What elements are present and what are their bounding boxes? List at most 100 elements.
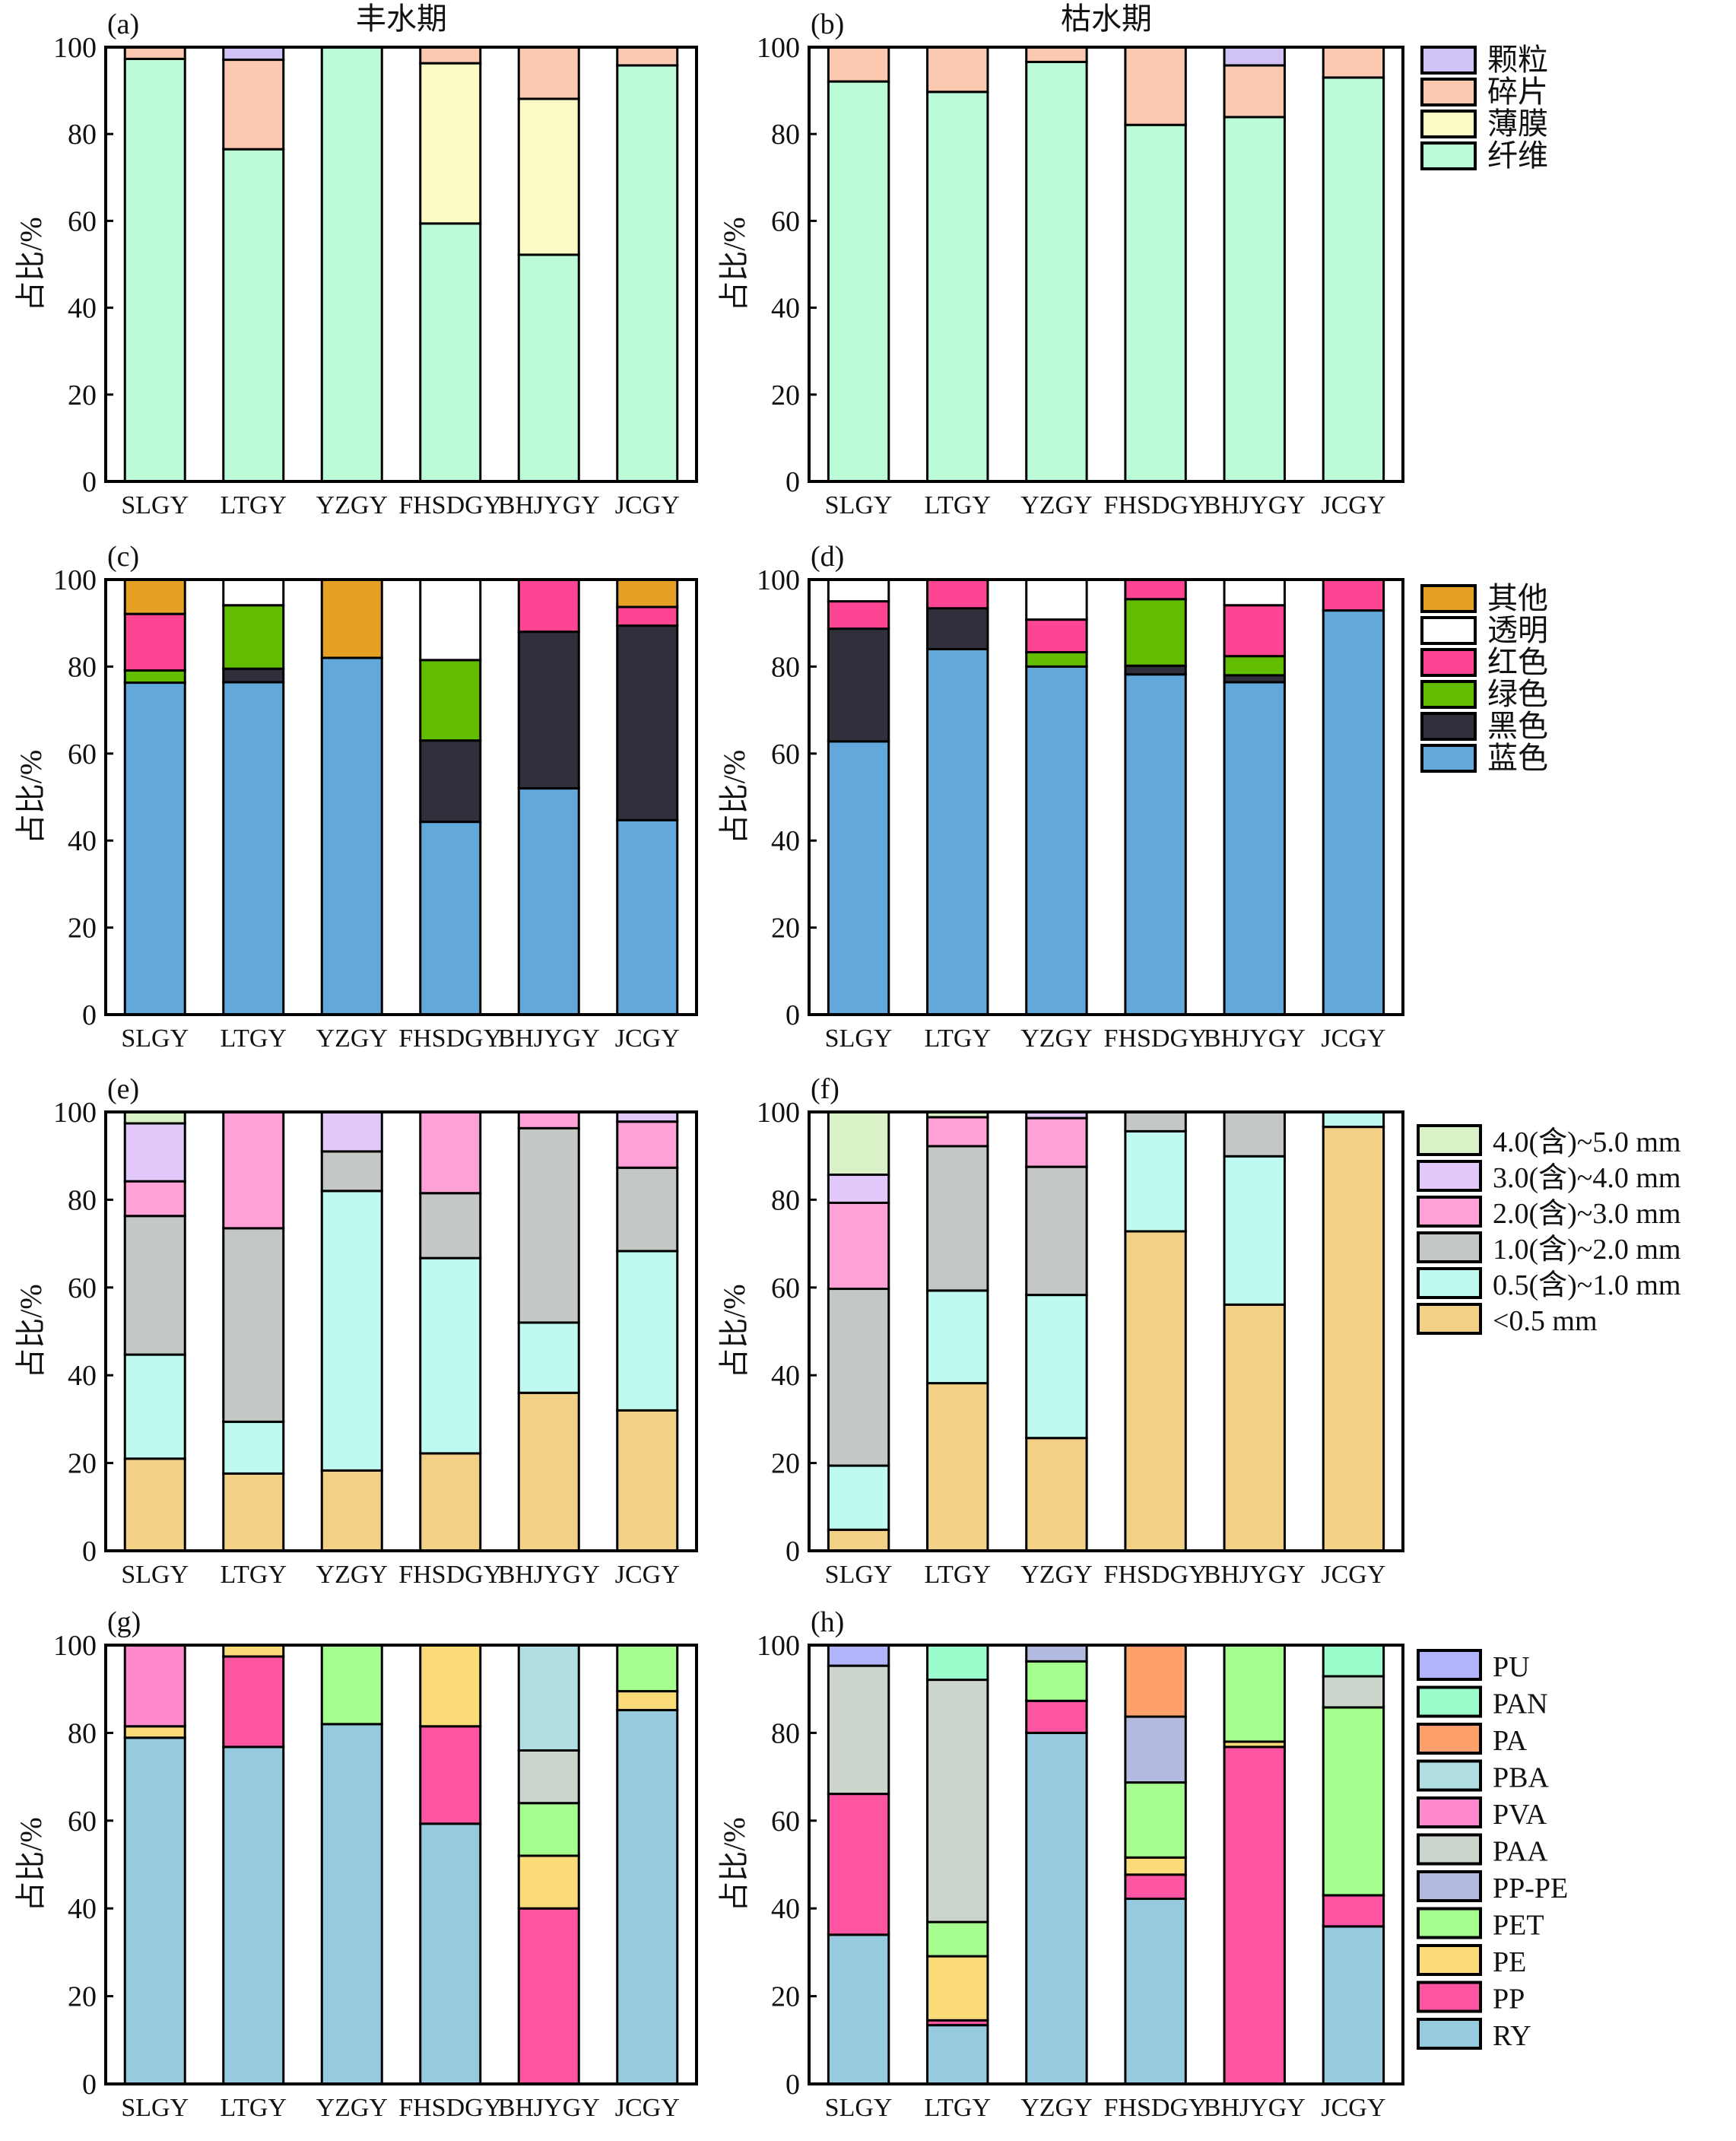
x-tick-label: SLGY [825, 1561, 893, 1589]
bar-segment [1025, 665, 1088, 1016]
legend-label: 红色 [1487, 645, 1548, 679]
x-tick-label: FHSDGY [398, 1561, 502, 1589]
legend-item: PBA [1417, 1759, 1549, 1794]
bar-segment [1124, 673, 1187, 1016]
x-tick-label: FHSDGY [1104, 1024, 1208, 1053]
bar-segment [827, 627, 890, 743]
legend-label: PET [1493, 1910, 1544, 1942]
bar-segment [616, 1166, 679, 1253]
bar-segment [1223, 1110, 1286, 1158]
legend-polymer: PU PAN PA PBA PVA PAA PP-PE PET PE PP RY [1417, 1649, 1568, 2052]
bar-segment [123, 1353, 186, 1460]
bar-segment [1322, 1925, 1385, 2085]
bar-segment [222, 1644, 285, 1658]
x-tick-label: FHSDGY [1104, 2094, 1208, 2122]
legend-label: 2.0(含)~3.0 mm [1493, 1198, 1680, 1230]
bar-segment [926, 1679, 989, 1923]
y-tick-label: 80 [771, 1717, 800, 1749]
bar-segment [320, 1190, 383, 1472]
bar-segment [419, 222, 482, 483]
bar-segment [1025, 1660, 1088, 1702]
x-tick-label: LTGY [220, 1024, 287, 1053]
legend-item: 2.0(含)~3.0 mm [1417, 1196, 1680, 1230]
bar-segment [1322, 1894, 1385, 1928]
y-tick-label: 20 [771, 913, 800, 945]
legend-swatch [1417, 1160, 1482, 1192]
bar-segment [1025, 1644, 1088, 1663]
y-tick-label: 100 [757, 1097, 800, 1129]
bar-segment [123, 57, 186, 483]
legend-label: PP-PE [1493, 1873, 1568, 1904]
bar-segment [1124, 1898, 1187, 2085]
y-tick-label: 100 [53, 32, 97, 64]
legend-label: 碎片 [1487, 75, 1548, 109]
x-tick-label: BHJYGY [1204, 1024, 1306, 1053]
x-tick-label: LTGY [924, 1024, 991, 1053]
bar-segment [1025, 1294, 1088, 1440]
bar-segment [827, 80, 890, 483]
bar-segment [1025, 1699, 1088, 1734]
y-axis-label: 占比/% [14, 1817, 48, 1911]
bar-segment [517, 97, 580, 256]
panel-label: (e) [107, 1073, 139, 1105]
bar-segment [123, 1122, 186, 1183]
legend-swatch [1417, 1759, 1482, 1792]
bar-segment [517, 1802, 580, 1857]
legend-label: PAA [1493, 1836, 1548, 1868]
legend-label: 颗粒 [1487, 43, 1548, 77]
y-tick-label: 80 [68, 1717, 97, 1749]
panel-label: (f) [811, 1073, 839, 1105]
bar-segment [1025, 1437, 1088, 1552]
bar-segment [616, 818, 679, 1016]
y-tick-label: 100 [757, 1630, 800, 1662]
bar-segment [419, 1256, 482, 1455]
y-tick-label: 0 [82, 1536, 97, 1568]
bar-segment [1322, 609, 1385, 1016]
legend-swatch [1420, 110, 1477, 138]
bar-segment [1124, 1873, 1187, 1901]
panel-label: (a) [107, 8, 139, 40]
bar-segment [1124, 598, 1187, 667]
y-tick-label: 0 [785, 2069, 800, 2101]
bar-segment [1223, 46, 1286, 67]
legend-swatch [1420, 744, 1477, 773]
bar-segment [1223, 655, 1286, 677]
legend-item: 透明 [1420, 613, 1548, 647]
bar-segment [926, 1116, 989, 1148]
legend-label: PP [1493, 1984, 1525, 2016]
x-tick-label: LTGY [924, 2094, 991, 2122]
bar-segment [517, 1110, 580, 1129]
x-tick-label: SLGY [825, 2094, 893, 2122]
legend-swatch [1417, 1723, 1482, 1755]
bar-segment [1025, 578, 1088, 621]
bar-segment [1322, 46, 1385, 79]
plot-frame [104, 46, 698, 483]
bar-segment [1223, 1644, 1286, 1743]
y-tick-label: 60 [771, 1806, 800, 1838]
x-tick-label: SLGY [121, 1024, 189, 1053]
bar-segment [1025, 1731, 1088, 2085]
bar-segment [1223, 1746, 1286, 2085]
bar-segment [1322, 1644, 1385, 1678]
y-axis-label: 占比/% [14, 750, 48, 844]
bar-segment [320, 1723, 383, 2085]
y-axis-label: 占比/% [717, 750, 751, 844]
bar-segment [419, 659, 482, 742]
bar-segment [1124, 578, 1187, 601]
y-tick-label: 20 [68, 1981, 97, 2013]
x-tick-label: BHJYGY [1204, 491, 1306, 519]
bar-segment [1025, 46, 1088, 63]
y-axis-label: 占比/% [717, 1284, 751, 1378]
legend-swatch [1417, 1944, 1482, 1976]
y-tick-label: 0 [82, 466, 97, 498]
legend-label: 绿色 [1487, 677, 1548, 711]
legend-label: 1.0(含)~2.0 mm [1493, 1234, 1680, 1266]
bar-segment [419, 739, 482, 824]
legend-item: 0.5(含)~1.0 mm [1417, 1267, 1680, 1301]
y-tick-label: 60 [771, 205, 800, 237]
legend-label: PE [1493, 1946, 1526, 1978]
legend-item: PVA [1417, 1796, 1547, 1831]
